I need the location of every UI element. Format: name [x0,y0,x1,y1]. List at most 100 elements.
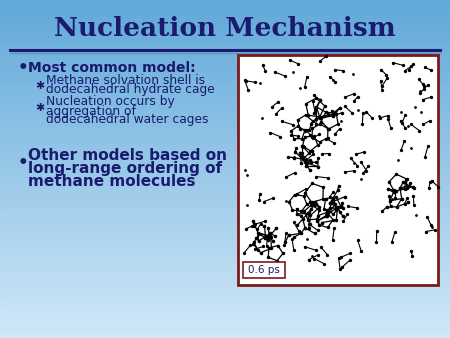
Bar [0,40,450,42]
Text: Nucleation occurs by: Nucleation occurs by [46,96,175,108]
Bar [0,332,450,335]
Bar [0,273,450,276]
Text: Other models based on: Other models based on [28,147,227,163]
Text: long-range ordering of: long-range ordering of [28,161,222,175]
Bar [0,335,450,338]
Bar [0,231,450,234]
Bar [0,87,450,90]
Bar [0,293,450,296]
Bar [0,318,450,321]
Bar [0,118,450,121]
Bar [0,121,450,124]
Bar [0,307,450,310]
Bar [0,20,450,23]
Bar [0,217,450,220]
Bar [0,203,450,206]
Bar [0,296,450,298]
Bar [0,14,450,17]
Bar [0,53,450,56]
Bar [0,189,450,192]
Bar [0,110,450,113]
Bar [0,251,450,254]
Bar [0,17,450,20]
Bar [0,200,450,203]
Bar [243,262,285,278]
Bar [0,68,450,70]
Bar [0,161,450,163]
Bar [0,8,450,11]
Bar [0,45,450,48]
Bar [0,73,450,76]
Bar [0,62,450,65]
Bar [0,268,450,270]
Text: Nucleation Mechanism: Nucleation Mechanism [54,16,396,41]
Text: methane molecules: methane molecules [28,173,195,189]
Bar [0,282,450,285]
Text: dodecahedral water cages: dodecahedral water cages [46,114,208,126]
Bar [0,6,450,8]
Bar [0,214,450,217]
Bar [0,104,450,107]
Bar [0,290,450,293]
Bar [0,270,450,273]
Bar [0,298,450,301]
Bar [0,166,450,169]
Bar [0,239,450,242]
Text: 0.6 ps: 0.6 ps [248,265,280,275]
Bar [0,220,450,222]
Bar [0,76,450,79]
Bar [0,149,450,152]
Bar [0,82,450,84]
Bar [0,324,450,327]
Bar [0,330,450,332]
Bar [0,234,450,237]
Bar [0,23,450,25]
Bar [0,56,450,59]
Bar [0,79,450,82]
Bar [0,11,450,14]
Bar [0,113,450,116]
Bar [0,315,450,318]
Bar [0,222,450,225]
Bar [0,34,450,37]
Bar [0,256,450,259]
Bar [0,158,450,161]
Bar [0,225,450,228]
Bar [0,177,450,180]
Bar [0,51,450,53]
Bar [0,287,450,290]
Bar [0,3,450,6]
Bar [0,186,450,189]
Bar [0,101,450,104]
Bar [0,304,450,307]
Bar [0,93,450,96]
Bar [0,197,450,200]
Bar [0,70,450,73]
Bar [0,152,450,155]
Bar [0,209,450,211]
Text: Methane solvation shell is: Methane solvation shell is [46,74,205,88]
Text: aggregation of: aggregation of [46,104,136,118]
Bar [0,163,450,166]
Bar [0,99,450,101]
Bar [0,124,450,127]
Bar [0,228,450,231]
Text: Most common model:: Most common model: [28,61,196,75]
Text: •: • [18,154,29,172]
Bar [0,28,450,31]
Bar [0,248,450,251]
Bar [0,183,450,186]
Bar [0,141,450,144]
Bar [0,37,450,40]
Text: ✱: ✱ [35,103,45,113]
Bar [0,138,450,141]
Bar [0,279,450,282]
Bar [0,211,450,214]
Bar [0,180,450,183]
Bar [0,327,450,330]
Bar [0,129,450,132]
Bar [0,313,450,315]
Text: dodecahedral hydrate cage: dodecahedral hydrate cage [46,83,215,97]
Bar [0,155,450,158]
Bar [238,55,438,285]
